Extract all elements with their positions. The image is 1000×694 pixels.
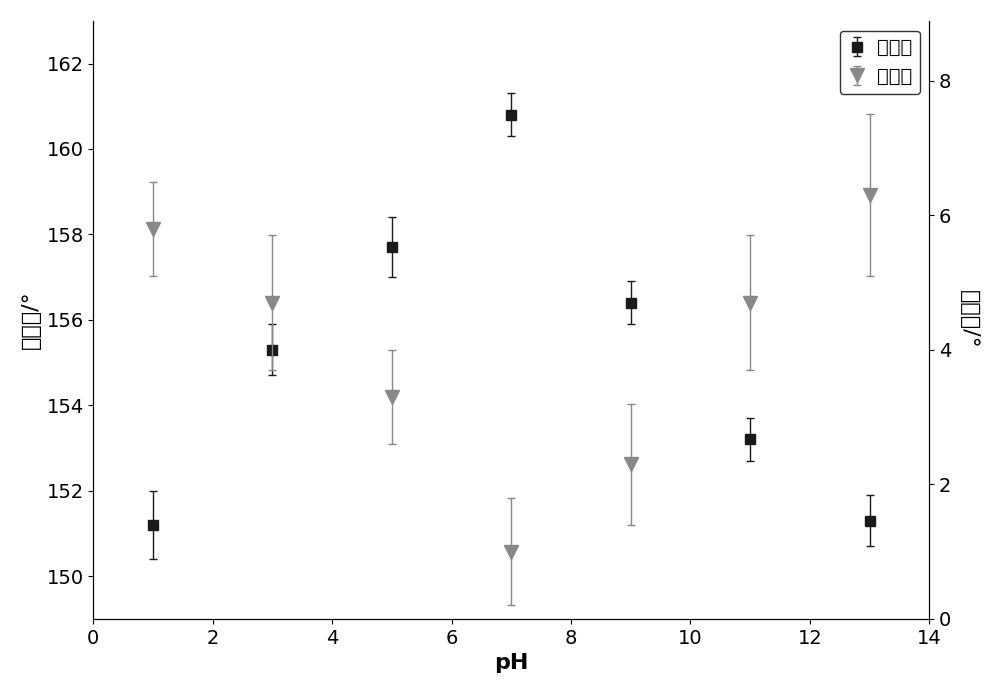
Legend: 接触角, 滚动角: 接触角, 滚动角 (840, 31, 920, 94)
Y-axis label: 滚动角/°: 滚动角/° (959, 291, 979, 349)
Y-axis label: 接触角/°: 接触角/° (21, 291, 41, 349)
X-axis label: pH: pH (494, 653, 529, 673)
